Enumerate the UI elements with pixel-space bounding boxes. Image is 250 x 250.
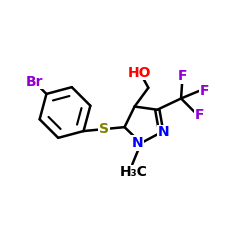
Text: H₃C: H₃C [120, 165, 148, 179]
Text: F: F [178, 69, 187, 83]
Text: F: F [194, 108, 204, 122]
Text: N: N [132, 136, 143, 150]
Text: F: F [199, 84, 209, 98]
Text: S: S [99, 122, 109, 136]
Text: Br: Br [25, 74, 43, 88]
Text: HO: HO [128, 66, 151, 80]
Text: N: N [158, 125, 170, 139]
